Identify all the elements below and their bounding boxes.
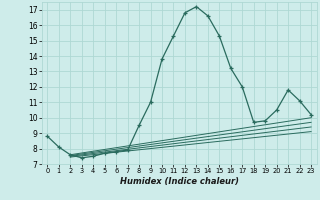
X-axis label: Humidex (Indice chaleur): Humidex (Indice chaleur): [120, 177, 239, 186]
